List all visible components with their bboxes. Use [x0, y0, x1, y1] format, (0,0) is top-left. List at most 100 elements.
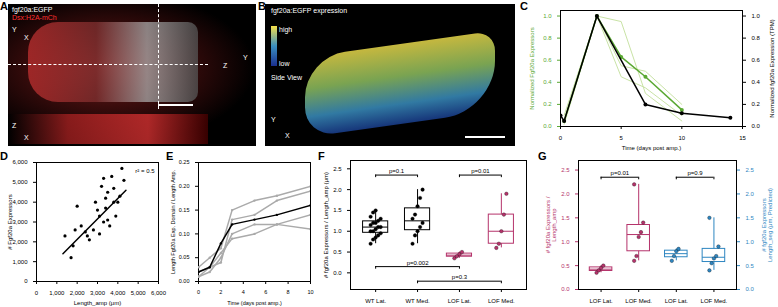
html-text:low: low — [279, 60, 290, 67]
svg-text:Length_amp (μm): Length_amp (μm) — [74, 300, 121, 306]
svg-text:LOF Lat.: LOF Lat. — [448, 298, 472, 304]
svg-text:p=0.01: p=0.01 — [611, 170, 630, 176]
svg-text:4: 4 — [242, 289, 245, 295]
html-text:B: B — [258, 0, 266, 12]
html-text:high: high — [279, 26, 293, 33]
svg-text:Normalized fgf20a Expression (: Normalized fgf20a Expression (TPM) — [769, 19, 775, 117]
svg-text:4,000: 4,000 — [110, 290, 126, 296]
svg-text:1.0: 1.0 — [746, 239, 755, 245]
svg-text:0.4: 0.4 — [752, 79, 761, 85]
svg-text:Time (days post amp.): Time (days post amp.) — [227, 300, 282, 306]
html-text:fgf20a:EGFP expression: fgf20a:EGFP expression — [271, 7, 348, 14]
html-text:E: E — [166, 150, 174, 162]
svg-text:0.2: 0.2 — [543, 101, 552, 107]
svg-text:0.10: 0.10 — [179, 231, 190, 237]
svg-text:1.0: 1.0 — [333, 228, 342, 234]
svg-text:0.25: 0.25 — [179, 159, 190, 165]
svg-text:WT Med.: WT Med. — [405, 298, 430, 304]
svg-text:1.0: 1.0 — [561, 239, 570, 245]
svg-text:Time (days post amp.): Time (days post amp.) — [622, 145, 681, 151]
svg-text:8: 8 — [287, 289, 290, 295]
svg-text:3,000: 3,000 — [12, 219, 28, 225]
svg-text:2,000: 2,000 — [12, 239, 28, 245]
svg-text:0: 0 — [24, 278, 28, 284]
html-text:Dsx:H2A-mCh: Dsx:H2A-mCh — [12, 14, 57, 21]
svg-text:2,000: 2,000 — [70, 290, 86, 296]
svg-text:LOF Med.: LOF Med. — [625, 298, 652, 304]
svg-text:15: 15 — [739, 135, 746, 141]
html-text:D: D — [0, 150, 8, 162]
svg-text:4,000: 4,000 — [12, 199, 28, 205]
svg-text:0.15: 0.15 — [179, 207, 190, 213]
svg-text:0.0: 0.0 — [543, 123, 552, 129]
svg-text:LOF Lat.: LOF Lat. — [589, 298, 613, 304]
svg-text:0: 0 — [35, 290, 39, 296]
svg-text:0.4: 0.4 — [543, 79, 552, 85]
svg-text:5,000: 5,000 — [131, 290, 147, 296]
svg-text:1.5: 1.5 — [746, 215, 755, 221]
svg-text:0.05: 0.05 — [179, 254, 190, 260]
svg-text:1.0: 1.0 — [752, 13, 761, 19]
svg-text:1,000: 1,000 — [12, 259, 28, 265]
svg-text:0: 0 — [197, 289, 200, 295]
svg-text:0.5: 0.5 — [746, 263, 755, 269]
svg-text:# fgf20a ExpressorsLength_seg: # fgf20a ExpressorsLength_seg (μm, Predi… — [761, 188, 773, 262]
svg-text:p=0.01: p=0.01 — [471, 168, 490, 174]
svg-text:# fgf20a Expressors / Length_a: # fgf20a Expressors / Length_amp (μm) — [323, 172, 329, 278]
svg-text:# fgf20a Expressors /Length_am: # fgf20a Expressors /Length_amp — [545, 196, 557, 253]
html-text:X: X — [24, 34, 29, 41]
html-text:F: F — [318, 150, 325, 162]
svg-text:10: 10 — [307, 289, 313, 295]
svg-text:10: 10 — [678, 135, 685, 141]
svg-text:LOF Lat.: LOF Lat. — [665, 298, 689, 304]
svg-text:0.6: 0.6 — [543, 57, 552, 63]
svg-text:r² = 0.5: r² = 0.5 — [135, 168, 155, 174]
svg-text:2.0: 2.0 — [746, 191, 755, 197]
svg-text:p=0.002: p=0.002 — [407, 260, 430, 266]
svg-text:0.2: 0.2 — [752, 101, 761, 107]
svg-text:5,000: 5,000 — [12, 179, 28, 185]
svg-text:0.20: 0.20 — [179, 183, 190, 189]
svg-text:5: 5 — [619, 135, 623, 141]
html-text:Y: Y — [12, 26, 17, 33]
svg-text:# Fgf20a Expressors: # Fgf20a Expressors — [7, 194, 13, 249]
svg-text:0.5: 0.5 — [333, 249, 342, 255]
svg-text:6,000: 6,000 — [151, 290, 167, 296]
svg-text:p=0.3: p=0.3 — [452, 274, 468, 280]
svg-text:2.5: 2.5 — [333, 166, 342, 172]
svg-text:0.5: 0.5 — [561, 263, 570, 269]
svg-text:0.0: 0.0 — [752, 123, 761, 129]
html-text:A: A — [0, 0, 8, 12]
html-text:C: C — [520, 0, 528, 12]
svg-text:0.00: 0.00 — [179, 278, 190, 284]
svg-text:0: 0 — [559, 135, 563, 141]
svg-text:0.0: 0.0 — [333, 270, 342, 276]
svg-text:LOF Med.: LOF Med. — [488, 298, 515, 304]
svg-text:0.0: 0.0 — [561, 286, 570, 292]
html-text:fgf20a:EGFP: fgf20a:EGFP — [12, 6, 53, 13]
svg-text:0.8: 0.8 — [752, 35, 761, 41]
svg-text:6,000: 6,000 — [12, 159, 28, 165]
svg-text:0.6: 0.6 — [752, 57, 761, 63]
svg-text:Length Fgf20a Exp. Domain / Le: Length Fgf20a Exp. Domain / Length Amp. — [170, 170, 176, 274]
html-text:Side View: Side View — [271, 74, 302, 81]
svg-text:2.0: 2.0 — [561, 191, 570, 197]
svg-text:0.0: 0.0 — [746, 286, 755, 292]
svg-text:2.5: 2.5 — [561, 167, 570, 173]
svg-text:1.5: 1.5 — [561, 215, 570, 221]
svg-text:Normalized Fgf20a Expressors: Normalized Fgf20a Expressors — [529, 27, 535, 109]
svg-text:2: 2 — [219, 289, 222, 295]
svg-text:p=0.1: p=0.1 — [389, 168, 405, 174]
svg-text:1.5: 1.5 — [333, 207, 342, 213]
svg-text:2.5: 2.5 — [746, 167, 755, 173]
svg-text:3,000: 3,000 — [90, 290, 106, 296]
svg-text:6: 6 — [264, 289, 267, 295]
svg-text:LOF Med.: LOF Med. — [701, 298, 728, 304]
svg-text:p=0.9: p=0.9 — [688, 170, 704, 176]
svg-text:0.8: 0.8 — [543, 35, 552, 41]
svg-text:2.0: 2.0 — [333, 187, 342, 193]
svg-text:1.0: 1.0 — [543, 13, 552, 19]
html-text:G: G — [538, 150, 547, 162]
svg-text:1,000: 1,000 — [49, 290, 65, 296]
svg-text:WT Lat.: WT Lat. — [365, 298, 386, 304]
